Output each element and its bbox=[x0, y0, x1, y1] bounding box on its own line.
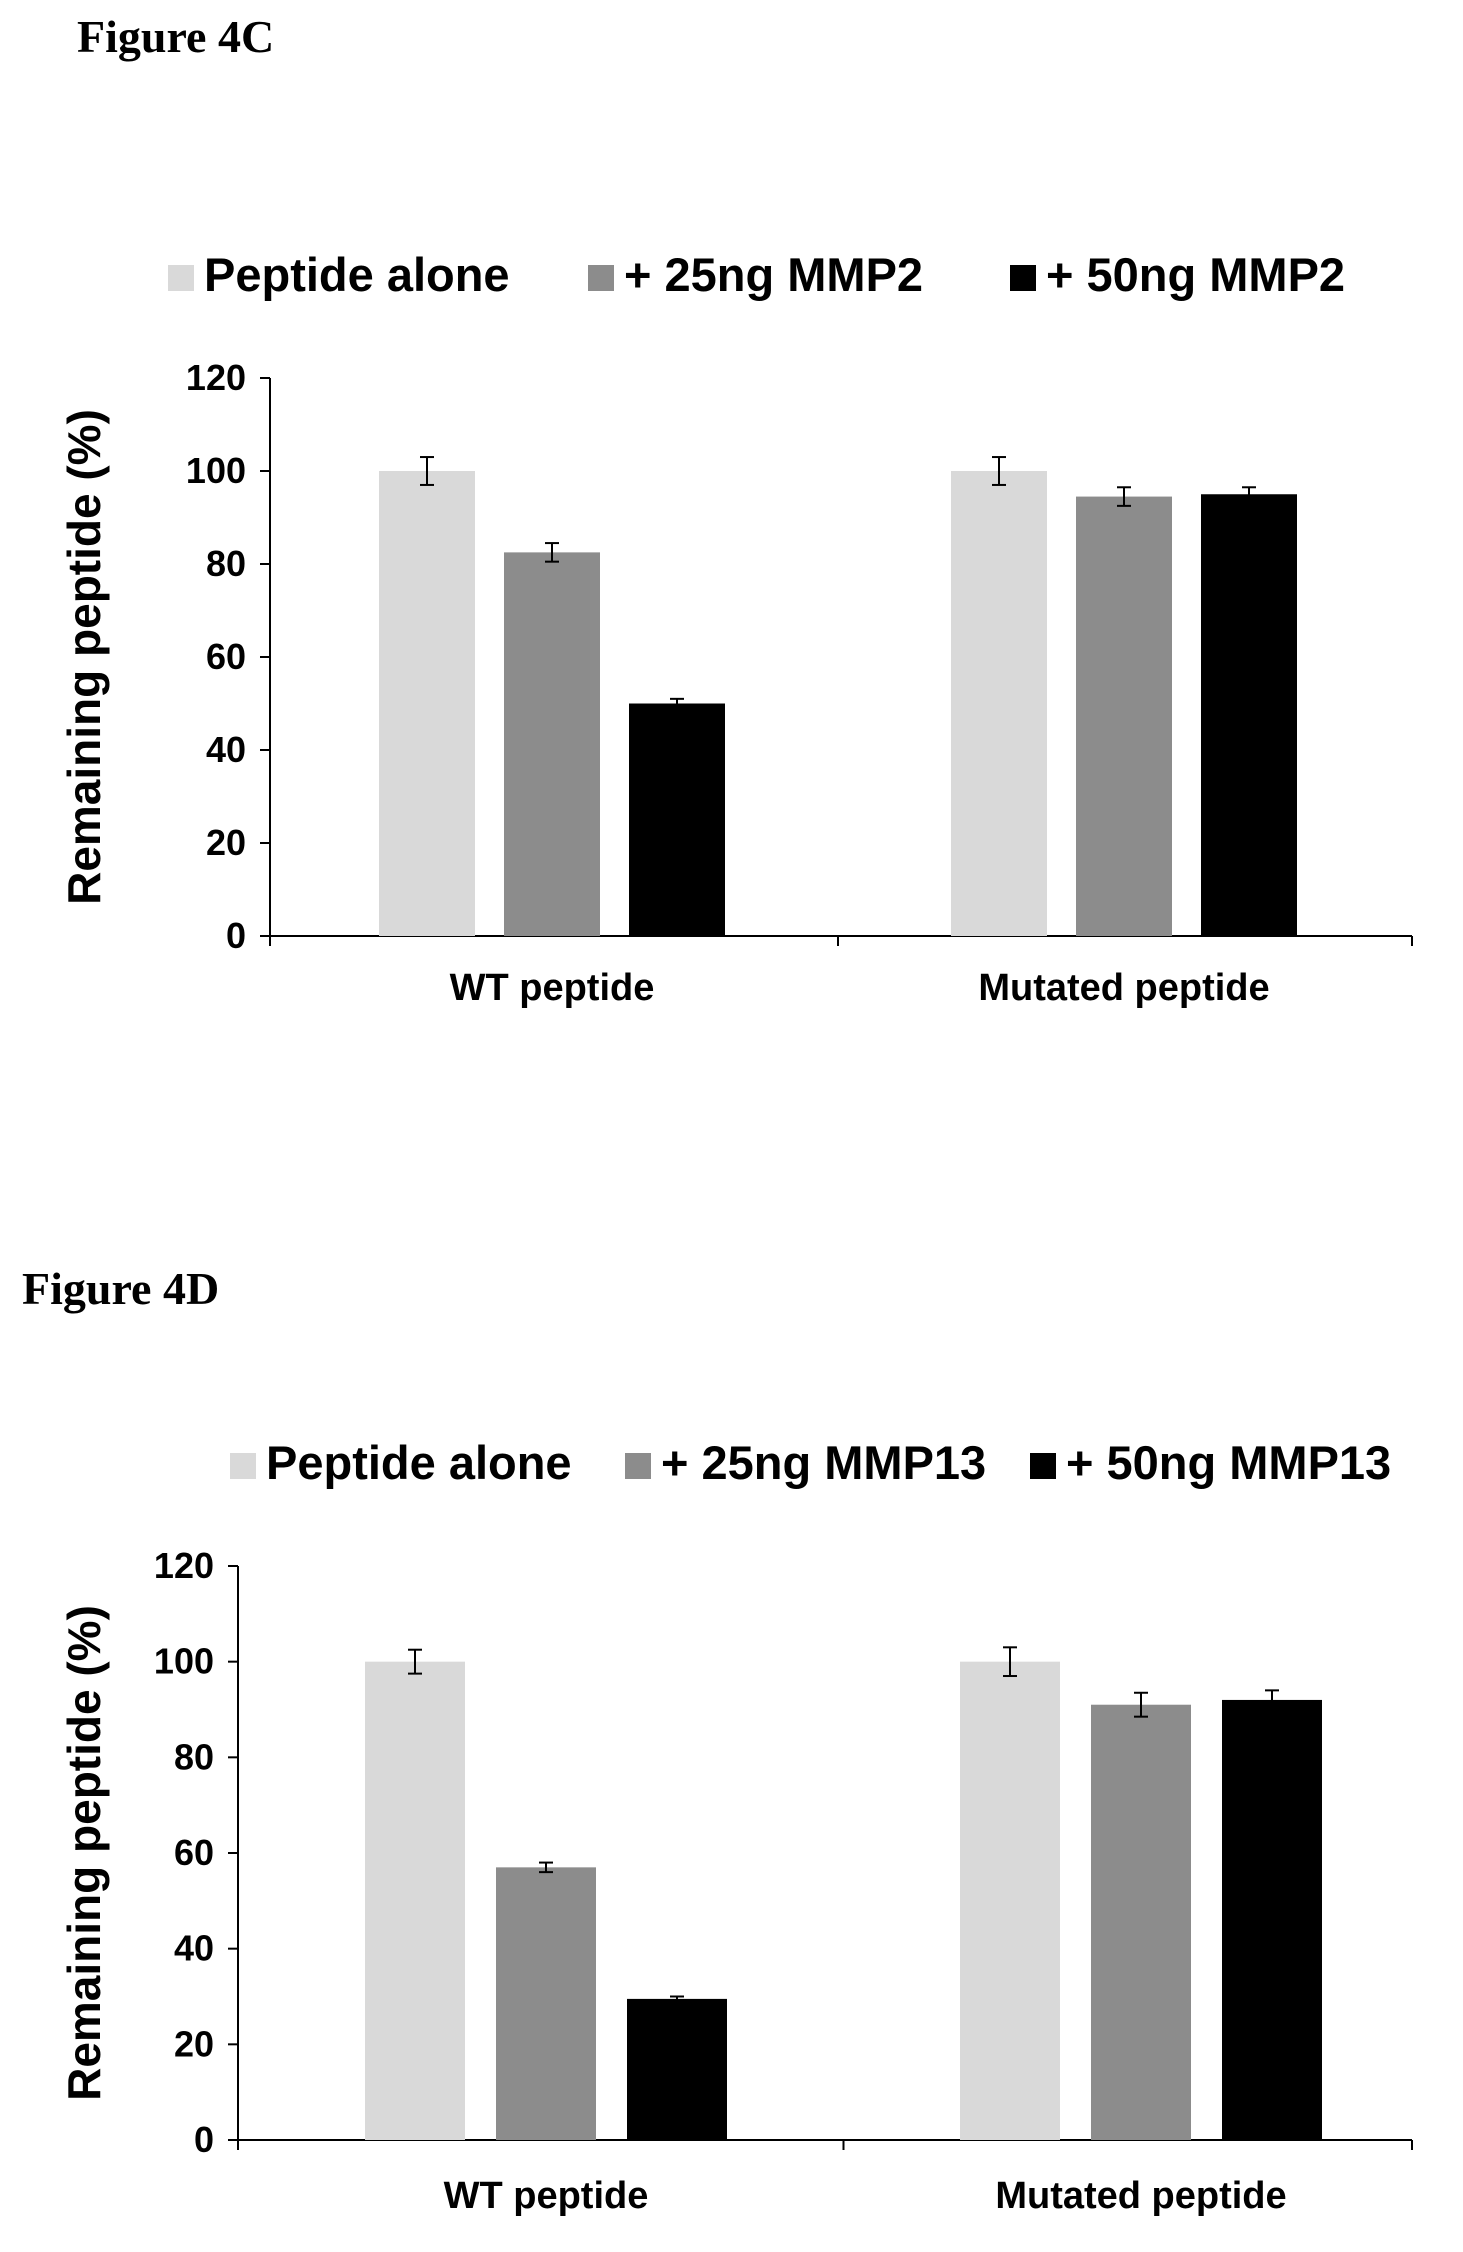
legend-label-3: + 50ng MMP13 bbox=[1066, 1436, 1391, 1489]
legend-swatch-2 bbox=[625, 1453, 651, 1479]
bar-3-1 bbox=[627, 1998, 727, 2140]
bar-1-1 bbox=[379, 471, 475, 936]
legend-label-2: + 25ng MMP2 bbox=[624, 248, 923, 301]
bar-2-1 bbox=[504, 552, 600, 936]
y-tick-label: 20 bbox=[174, 2023, 214, 2064]
bar-3-2 bbox=[1201, 494, 1297, 936]
bar-1-2 bbox=[951, 471, 1047, 936]
bar-2-2 bbox=[1076, 496, 1172, 936]
legend-label-1: Peptide alone bbox=[204, 248, 510, 301]
y-tick-label: 100 bbox=[154, 1641, 214, 1682]
x-category-label: Mutated peptide bbox=[995, 2175, 1286, 2217]
y-tick-label: 40 bbox=[174, 1928, 214, 1969]
x-category-label: WT peptide bbox=[444, 2175, 649, 2217]
legend-label-2: + 25ng MMP13 bbox=[661, 1436, 986, 1489]
bar-3-1 bbox=[629, 703, 725, 936]
legend-label-3: + 50ng MMP2 bbox=[1046, 248, 1345, 301]
y-tick-label: 120 bbox=[154, 1545, 214, 1586]
bar-3-2 bbox=[1222, 1699, 1322, 2140]
y-tick-label: 20 bbox=[206, 822, 246, 863]
y-tick-label: 100 bbox=[186, 450, 246, 491]
bar-1-2 bbox=[960, 1661, 1060, 2140]
legend-swatch-1 bbox=[168, 265, 194, 291]
y-tick-label: 80 bbox=[174, 1736, 214, 1777]
bar-2-1 bbox=[496, 1867, 596, 2140]
bar-1-1 bbox=[365, 1661, 465, 2140]
legend-swatch-1 bbox=[230, 1453, 256, 1479]
y-tick-label: 120 bbox=[186, 357, 246, 398]
chart-figure-4c: Peptide alone + 25ng MMP2 + 50ng MMP2 0 20 40… bbox=[58, 248, 1413, 1009]
legend-swatch-3 bbox=[1010, 265, 1036, 291]
chart-figure-4d: Peptide alone + 25ng MMP13 + 50ng MMP13 0 20… bbox=[58, 1436, 1413, 2217]
bar-2-2 bbox=[1091, 1704, 1191, 2140]
y-tick-label: 60 bbox=[174, 1832, 214, 1873]
y-axis-title: Remaining peptide (%) bbox=[58, 409, 110, 905]
y-tick-label: 80 bbox=[206, 543, 246, 584]
legend-label-1: Peptide alone bbox=[266, 1436, 572, 1489]
x-category-label: Mutated peptide bbox=[978, 967, 1269, 1009]
y-tick-label: 0 bbox=[226, 915, 246, 956]
y-axis-title: Remaining peptide (%) bbox=[58, 1605, 110, 2101]
figure-4c-label: Figure 4C bbox=[77, 11, 275, 62]
y-tick-label: 40 bbox=[206, 729, 246, 770]
x-category-label: WT peptide bbox=[450, 967, 655, 1009]
legend-swatch-2 bbox=[588, 265, 614, 291]
y-tick-label: 60 bbox=[206, 636, 246, 677]
figure-4d-label: Figure 4D bbox=[22, 1263, 220, 1314]
y-tick-label: 0 bbox=[194, 2119, 214, 2160]
legend-swatch-3 bbox=[1030, 1453, 1056, 1479]
